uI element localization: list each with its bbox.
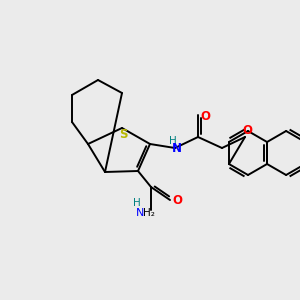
Text: O: O <box>242 124 252 136</box>
Text: O: O <box>200 110 210 124</box>
Text: N: N <box>172 142 182 155</box>
Text: H: H <box>133 198 141 208</box>
Text: O: O <box>172 194 182 206</box>
Text: N: N <box>136 208 144 218</box>
Text: S: S <box>119 128 127 140</box>
Text: H₂: H₂ <box>143 208 155 218</box>
Text: H: H <box>169 136 177 146</box>
